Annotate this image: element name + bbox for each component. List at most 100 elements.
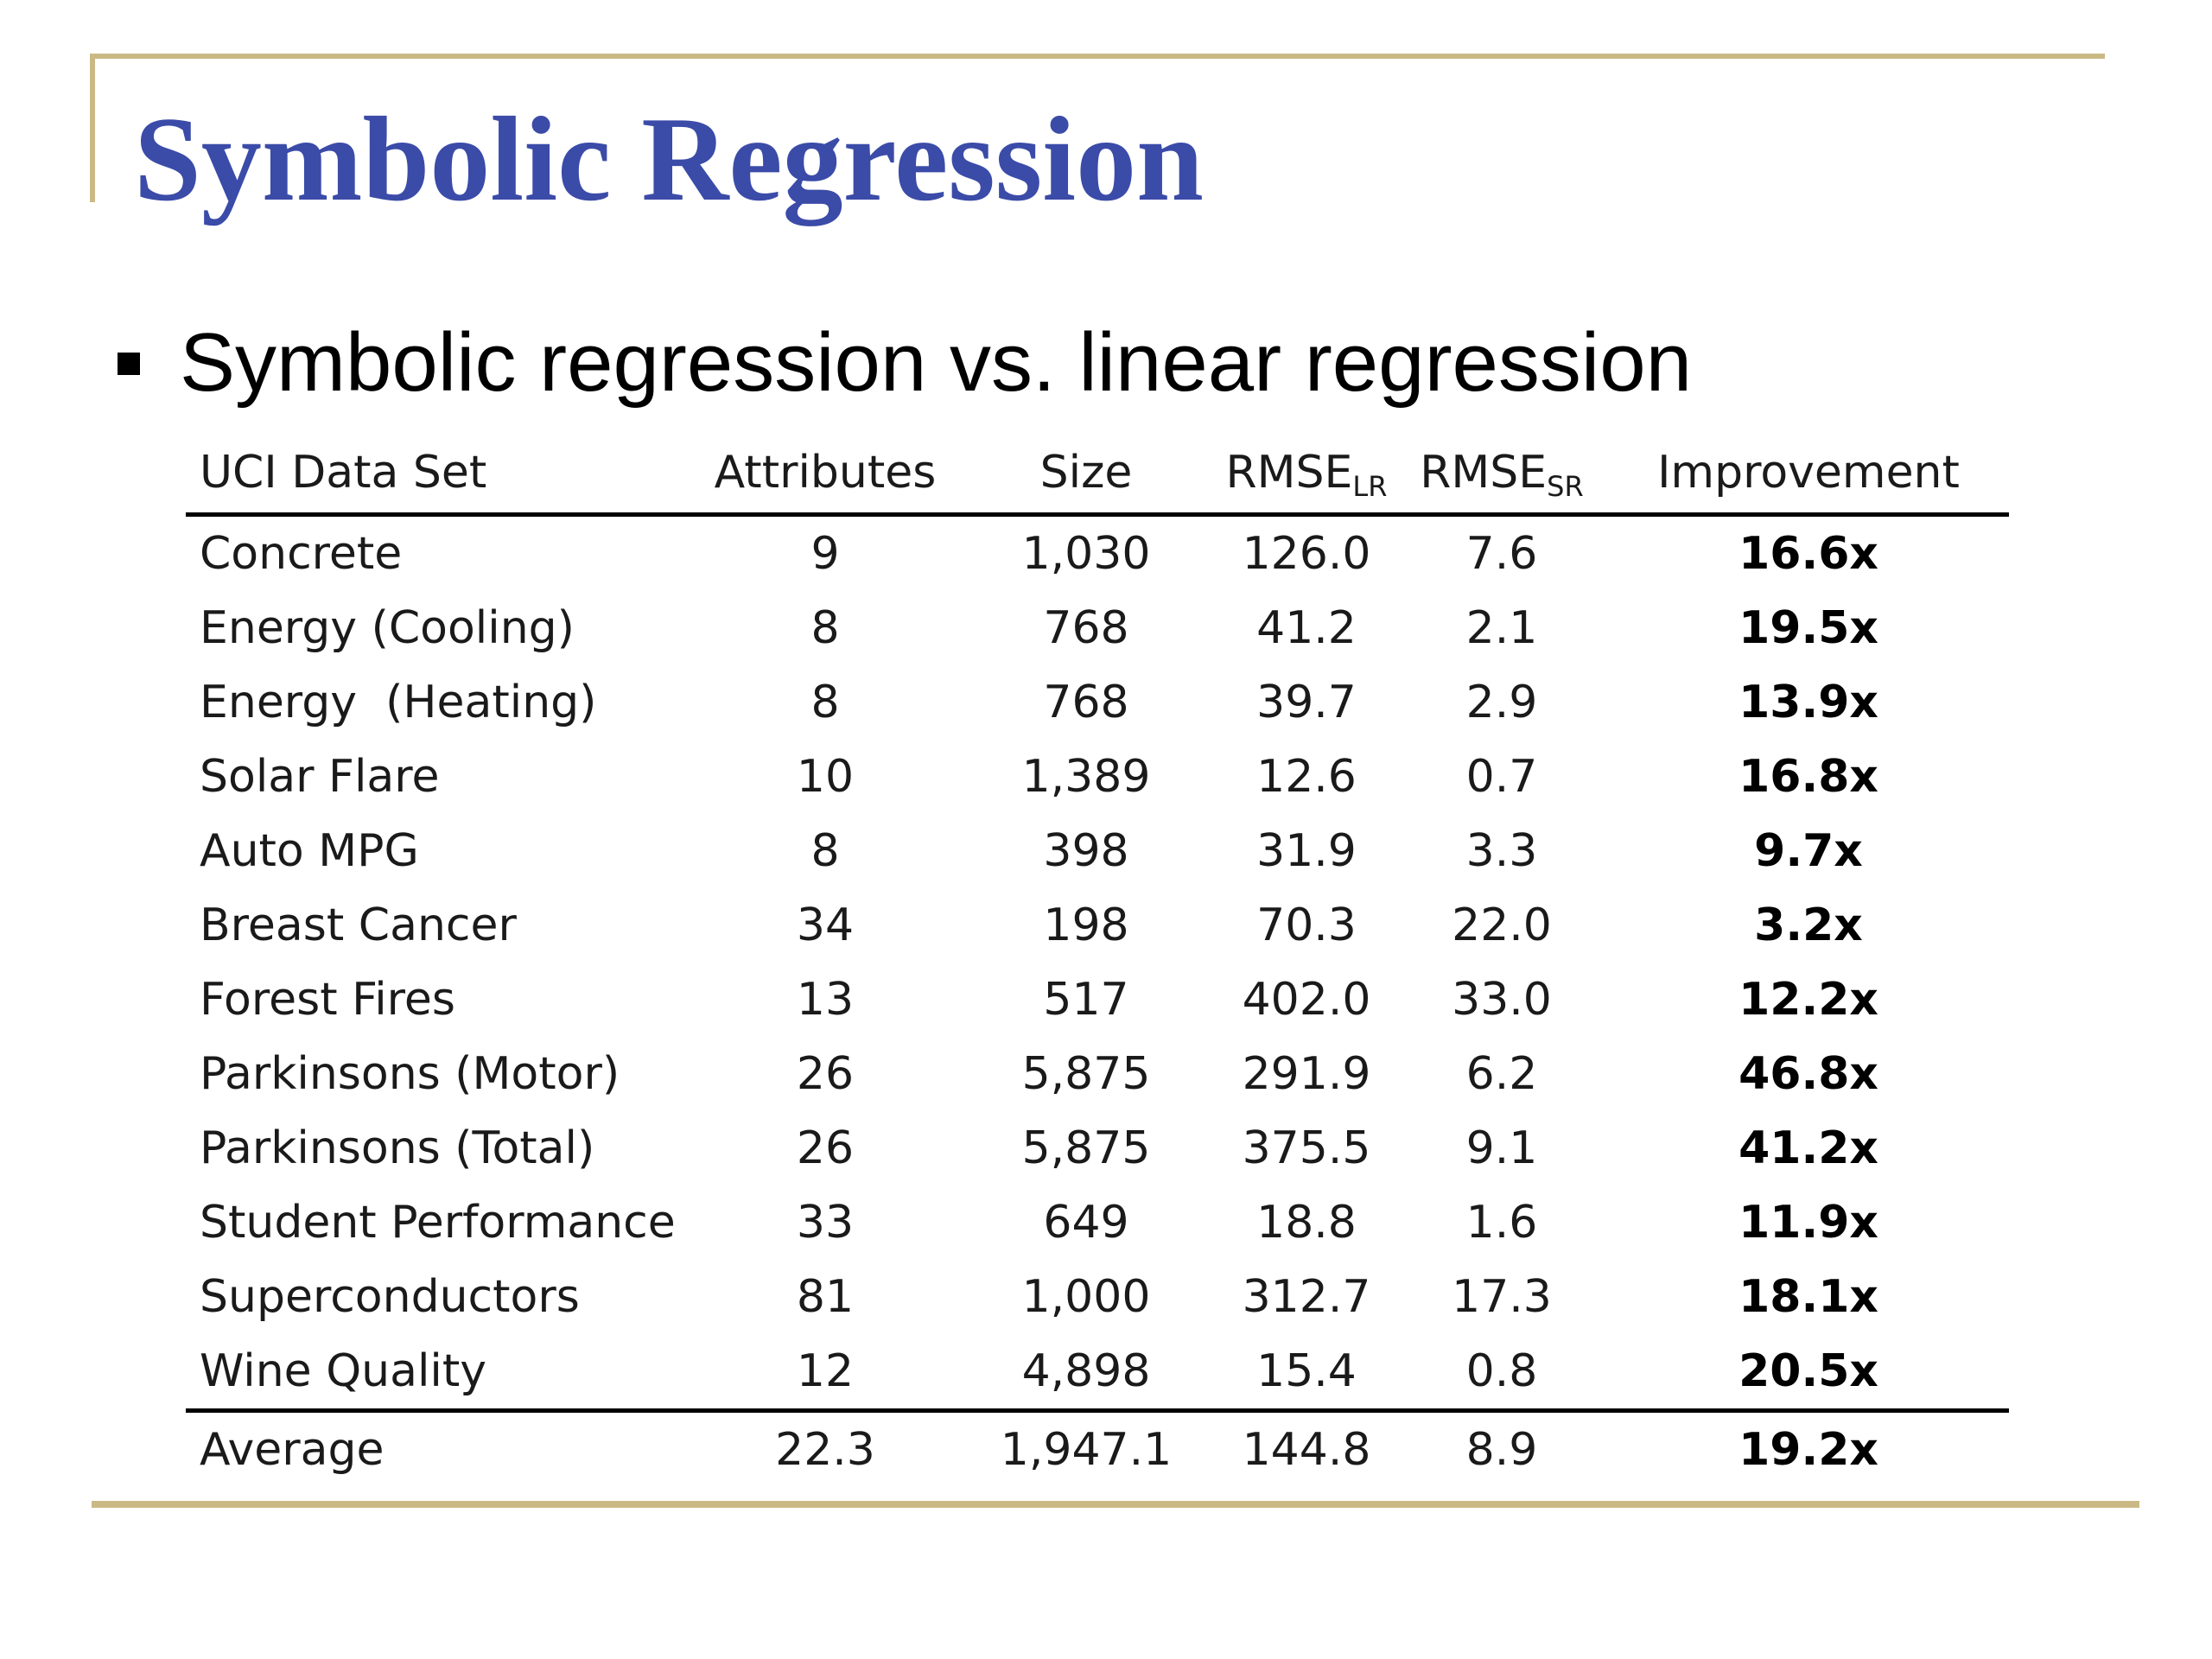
cell-rmse-lr: 70.3 [1256, 899, 1357, 951]
cell-rmse-sr: 2.1 [1465, 602, 1538, 654]
cell-rmse-sr: 0.7 [1465, 751, 1538, 803]
cell-name: Wine Quality [186, 1334, 696, 1413]
cell-name: Superconductors [200, 1271, 580, 1323]
cell-rmse-lr: 375.5 [1242, 1122, 1371, 1174]
cell-improvement: 9.7x [1754, 825, 1863, 877]
cell-rmse-lr: 12.6 [1256, 751, 1357, 803]
header-rmse-sr-subscript: SR [1547, 469, 1584, 503]
header-dataset: UCI Data Set [186, 432, 696, 517]
cell-improvement: 12.2x [1738, 974, 1878, 1026]
cell-rmse-lr: 39.7 [1256, 677, 1357, 728]
header-rmse-lr-label: RMSE [1225, 446, 1353, 499]
table-row: Parkinsons (Total) 26 5,875 375.5 9.1 41… [186, 1111, 2009, 1185]
cell-rmse-sr: 17.3 [1452, 1271, 1552, 1323]
average-label: Average [200, 1424, 385, 1476]
header-improvement: Improvement [1608, 432, 2009, 517]
header-attributes: Attributes [696, 432, 955, 517]
cell-rmse-sr: 3.3 [1465, 825, 1538, 877]
table-row: Solar Flare 10 1,389 12.6 0.7 16.8x [186, 740, 2009, 814]
header-rmse-sr-label: RMSE [1420, 446, 1548, 499]
cell-attributes: 26 [796, 1048, 855, 1100]
average-attributes: 22.3 [775, 1424, 875, 1476]
cell-size: 398 [1043, 825, 1129, 877]
cell-name: Breast Cancer [200, 899, 517, 951]
cell-name: Parkinsons (Total) [200, 1122, 595, 1174]
cell-improvement: 16.8x [1738, 751, 1878, 803]
cell-attributes: 9 [810, 528, 840, 580]
cell-attributes: 8 [810, 825, 840, 877]
table-row: Energy (Heating) 8 768 39.7 2.9 13.9x [186, 665, 2009, 740]
average-row: Average 22.3 1,947.1 144.8 8.9 19.2x [186, 1411, 2009, 1488]
header-rmse-lr: RMSELR [1217, 432, 1395, 517]
cell-rmse-sr: 2.9 [1465, 677, 1538, 728]
cell-size: 1,000 [1021, 1271, 1151, 1323]
cell-attributes: 8 [810, 602, 840, 654]
cell-size: 517 [1043, 974, 1129, 1026]
average-rmse-lr: 144.8 [1242, 1424, 1371, 1476]
cell-improvement: 18.1x [1738, 1271, 1878, 1323]
header-size: Size [955, 432, 1217, 517]
cell-rmse-lr: 291.9 [1242, 1048, 1371, 1100]
cell-rmse-lr: 312.7 [1242, 1271, 1371, 1323]
table-row: Superconductors 81 1,000 312.7 17.3 18.1… [186, 1260, 2009, 1334]
cell-size: 768 [1043, 677, 1129, 728]
cell-name: Parkinsons (Motor) [200, 1048, 620, 1100]
cell-attributes: 10 [796, 751, 855, 803]
cell-size: 768 [1043, 602, 1129, 654]
top-border-rule [90, 54, 2105, 59]
bullet-marker [118, 353, 140, 375]
cell-size: 198 [1043, 899, 1129, 951]
table-row: Auto MPG 8 398 31.9 3.3 9.7x [186, 814, 2009, 888]
cell-rmse-sr: 33.0 [1452, 974, 1552, 1026]
table-row: Forest Fires 13 517 402.0 33.0 12.2x [186, 963, 2009, 1037]
table-row: Energy (Cooling) 8 768 41.2 2.1 19.5x [186, 591, 2009, 665]
cell-improvement: 3.2x [1754, 899, 1863, 951]
cell-rmse-lr: 15.4 [1217, 1334, 1395, 1413]
cell-rmse-sr: 22.0 [1452, 899, 1552, 951]
cell-size: 1,030 [1021, 528, 1151, 580]
cell-name: Energy (Heating) [200, 677, 597, 728]
cell-rmse-lr: 41.2 [1256, 602, 1357, 654]
cell-attributes: 81 [796, 1271, 855, 1323]
cell-improvement: 46.8x [1738, 1048, 1878, 1100]
cell-size: 5,875 [1021, 1122, 1151, 1174]
table-header-row: UCI Data Set Attributes Size RMSELR RMSE… [186, 432, 2009, 517]
cell-improvement: 19.5x [1738, 602, 1878, 654]
cell-name: Solar Flare [200, 751, 440, 803]
cell-name: Forest Fires [200, 974, 456, 1026]
cell-rmse-sr: 1.6 [1465, 1197, 1538, 1249]
average-rmse-sr: 8.9 [1465, 1424, 1538, 1476]
cell-rmse-sr: 0.8 [1395, 1334, 1608, 1413]
cell-name: Student Performance [200, 1197, 676, 1249]
bullet-text: Symbolic regression vs. linear regressio… [180, 316, 1693, 409]
table-row: Breast Cancer 34 198 70.3 22.0 3.2x [186, 888, 2009, 963]
cell-rmse-lr: 402.0 [1242, 974, 1371, 1026]
table-row: Parkinsons (Motor) 26 5,875 291.9 6.2 46… [186, 1037, 2009, 1111]
cell-size: 4,898 [955, 1334, 1217, 1413]
cell-improvement: 11.9x [1738, 1197, 1878, 1249]
cell-improvement: 20.5x [1608, 1334, 2009, 1413]
left-border-rule [90, 54, 95, 202]
cell-name: Energy (Cooling) [200, 602, 575, 654]
table-row: Concrete 9 1,030 126.0 7.6 16.6x [186, 515, 2009, 592]
cell-name: Concrete [200, 528, 403, 580]
average-size: 1,947.1 [1000, 1424, 1173, 1476]
cell-attributes: 34 [796, 899, 855, 951]
cell-attributes: 33 [796, 1197, 855, 1249]
bottom-border-rule [92, 1501, 2139, 1508]
cell-improvement: 41.2x [1738, 1122, 1878, 1174]
cell-size: 649 [1043, 1197, 1129, 1249]
cell-attributes: 26 [796, 1122, 855, 1174]
slide-title: Symbolic Regression [134, 92, 1204, 226]
table-row: Student Performance 33 649 18.8 1.6 11.9… [186, 1185, 2009, 1260]
cell-attributes: 12 [696, 1334, 955, 1413]
cell-attributes: 13 [796, 974, 855, 1026]
cell-rmse-sr: 6.2 [1465, 1048, 1538, 1100]
cell-improvement: 16.6x [1738, 528, 1878, 580]
results-table: UCI Data Set Attributes Size RMSELR RMSE… [186, 432, 2009, 1487]
cell-size: 1,389 [1021, 751, 1151, 803]
cell-rmse-lr: 31.9 [1256, 825, 1357, 877]
header-rmse-sr: RMSESR [1395, 432, 1608, 517]
cell-improvement: 13.9x [1738, 677, 1878, 728]
average-improvement: 19.2x [1738, 1424, 1878, 1476]
